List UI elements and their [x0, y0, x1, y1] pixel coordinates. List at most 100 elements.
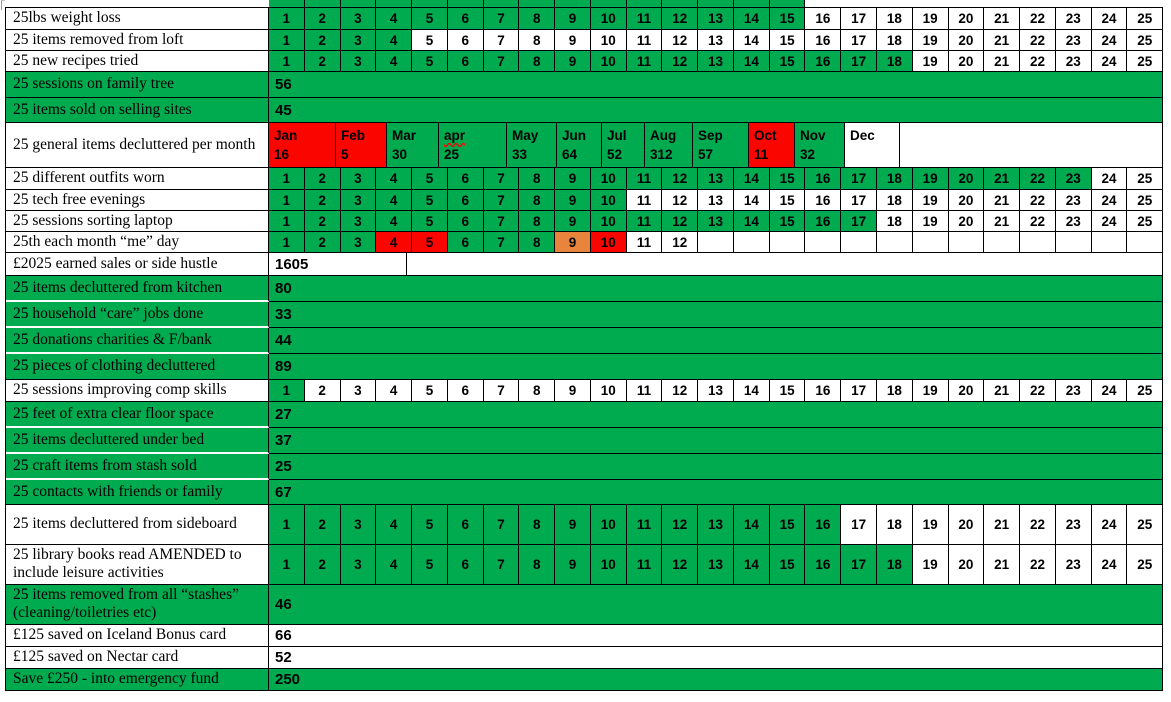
progress-cell[interactable]: 16 [805, 51, 842, 72]
progress-cell[interactable]: 7 [483, 380, 520, 402]
progress-cell[interactable]: 2 [304, 505, 341, 545]
progress-cell[interactable]: 3 [340, 168, 377, 190]
progress-cell[interactable]: 24 [1091, 211, 1128, 232]
progress-cell[interactable]: 10 [590, 168, 627, 190]
month-cell[interactable]: Nov 32 [795, 123, 845, 168]
progress-cell[interactable]: 6 [447, 232, 484, 253]
month-cell[interactable]: Dec [845, 123, 900, 168]
progress-cell[interactable]: 23 [1055, 190, 1092, 211]
progress-cell[interactable]: 3 [340, 505, 377, 545]
progress-cell[interactable]: 12 [662, 30, 699, 51]
progress-cell[interactable]: 22 [1020, 211, 1056, 232]
progress-cell[interactable] [304, 0, 341, 8]
row-label[interactable]: 25th each month “me” day [6, 232, 269, 253]
month-cell[interactable]: Aug 312 [645, 123, 693, 168]
progress-cell[interactable]: 18 [877, 30, 913, 51]
progress-cell[interactable]: 1 [269, 211, 305, 232]
progress-cell[interactable]: 8 [519, 505, 556, 545]
progress-cell[interactable]: 19 [912, 8, 949, 30]
progress-cell[interactable] [733, 232, 770, 253]
value-cell[interactable]: 67 [269, 480, 1163, 505]
progress-cell[interactable]: 12 [662, 380, 699, 402]
progress-cell[interactable]: 11 [626, 505, 663, 545]
progress-cell[interactable]: 23 [1055, 168, 1092, 190]
progress-cell[interactable]: 16 [805, 8, 842, 30]
progress-cell[interactable]: 11 [626, 51, 663, 72]
progress-cell[interactable]: 19 [912, 545, 949, 585]
progress-cell[interactable]: 1 [269, 8, 305, 30]
value-cell[interactable]: 25 [269, 454, 1163, 480]
progress-cell[interactable]: 1 [269, 30, 305, 51]
progress-cell[interactable]: 19 [912, 211, 949, 232]
progress-cell[interactable]: 18 [877, 190, 913, 211]
progress-cell[interactable] [1127, 232, 1164, 253]
progress-cell[interactable]: 24 [1091, 380, 1128, 402]
progress-cell[interactable]: 13 [698, 545, 734, 585]
progress-cell[interactable]: 16 [805, 30, 842, 51]
progress-cell[interactable]: 1 [269, 51, 305, 72]
month-cell[interactable]: Jan 16 [269, 123, 336, 168]
progress-cell[interactable] [519, 0, 555, 8]
progress-cell[interactable]: 1 [269, 168, 305, 190]
progress-cell[interactable]: 17 [841, 168, 878, 190]
progress-cell[interactable]: 22 [1020, 190, 1056, 211]
month-cell[interactable]: Mar 30 [387, 123, 439, 168]
row-label[interactable]: 25 items decluttered from kitchen [6, 276, 269, 302]
progress-cell[interactable]: 9 [555, 505, 591, 545]
progress-cell[interactable]: 11 [626, 190, 663, 211]
progress-cell[interactable]: 5 [412, 168, 448, 190]
progress-cell[interactable] [483, 0, 520, 8]
progress-cell[interactable]: 10 [590, 211, 627, 232]
progress-cell[interactable]: 15 [769, 8, 806, 30]
progress-cell[interactable]: 7 [483, 505, 520, 545]
progress-cell[interactable]: 13 [698, 8, 734, 30]
progress-cell[interactable] [340, 0, 377, 8]
row-label[interactable]: £125 saved on Iceland Bonus card [6, 625, 269, 647]
progress-cell[interactable]: 23 [1055, 505, 1092, 545]
progress-cell[interactable]: 14 [733, 211, 770, 232]
progress-cell[interactable]: 22 [1020, 380, 1056, 402]
progress-cell[interactable]: 8 [519, 30, 556, 51]
progress-cell[interactable] [769, 232, 806, 253]
progress-cell[interactable]: 3 [340, 380, 377, 402]
progress-cell[interactable]: 13 [698, 211, 734, 232]
progress-cell[interactable] [1020, 232, 1056, 253]
progress-cell[interactable]: 9 [555, 211, 591, 232]
progress-cell[interactable]: 12 [662, 211, 699, 232]
progress-cell[interactable]: 21 [984, 505, 1021, 545]
progress-cell[interactable]: 5 [412, 8, 448, 30]
progress-cell[interactable]: 11 [626, 232, 663, 253]
progress-cell[interactable]: 2 [304, 211, 341, 232]
progress-cell[interactable]: 1 [269, 232, 305, 253]
progress-cell[interactable]: 17 [841, 190, 878, 211]
progress-cell[interactable]: 18 [877, 168, 913, 190]
progress-cell[interactable]: 5 [412, 211, 448, 232]
progress-cell[interactable]: 10 [590, 545, 627, 585]
progress-cell[interactable]: 8 [519, 168, 556, 190]
progress-cell[interactable]: 25 [1127, 51, 1164, 72]
progress-cell[interactable]: 16 [805, 211, 842, 232]
progress-cell[interactable]: 4 [376, 232, 413, 253]
progress-cell[interactable] [698, 232, 734, 253]
progress-cell[interactable]: 4 [376, 51, 413, 72]
progress-cell[interactable] [662, 0, 698, 8]
progress-cell[interactable]: 12 [662, 545, 699, 585]
progress-cell[interactable]: 1 [269, 505, 305, 545]
progress-cell[interactable]: 1 [269, 380, 305, 402]
progress-cell[interactable]: 14 [733, 380, 770, 402]
value-cell[interactable]: 44 [269, 328, 1163, 354]
progress-cell[interactable]: 11 [626, 8, 663, 30]
progress-cell[interactable] [805, 232, 842, 253]
progress-cell[interactable]: 20 [948, 8, 985, 30]
progress-cell[interactable]: 22 [1020, 168, 1056, 190]
row-label[interactable]: 25 feet of extra clear floor space [6, 402, 269, 428]
month-cell[interactable]: apr 25 [439, 123, 507, 168]
progress-cell[interactable]: 24 [1091, 190, 1128, 211]
progress-cell[interactable]: 2 [304, 8, 341, 30]
progress-cell[interactable]: 8 [519, 232, 556, 253]
value-cell[interactable]: 80 [269, 276, 1163, 302]
progress-cell[interactable]: 15 [769, 190, 806, 211]
row-label[interactable]: 25 sessions sorting laptop [6, 211, 269, 232]
progress-cell[interactable]: 7 [483, 545, 520, 585]
progress-cell[interactable]: 2 [304, 545, 341, 585]
